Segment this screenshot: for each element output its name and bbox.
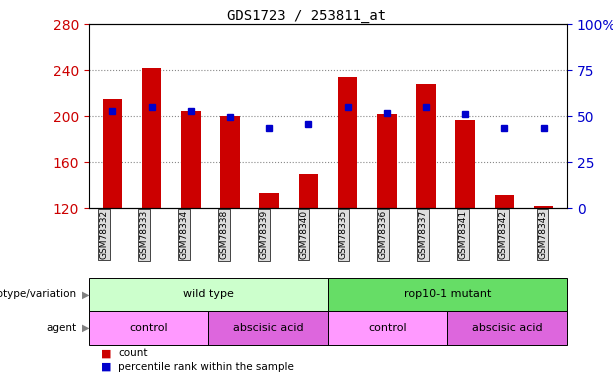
Text: GSM78337: GSM78337 <box>419 210 428 259</box>
Text: count: count <box>118 348 148 358</box>
Text: rop10-1 mutant: rop10-1 mutant <box>404 290 491 299</box>
Text: GSM78335: GSM78335 <box>339 210 348 259</box>
Bar <box>495 195 514 208</box>
Bar <box>89 278 328 311</box>
Text: GSM78336: GSM78336 <box>379 210 388 259</box>
Text: GSM78332: GSM78332 <box>100 210 109 259</box>
Text: percentile rank within the sample: percentile rank within the sample <box>118 362 294 372</box>
Text: GSM78339: GSM78339 <box>259 210 268 259</box>
Text: genotype/variation: genotype/variation <box>0 290 77 299</box>
Text: GSM78341: GSM78341 <box>459 210 468 259</box>
Bar <box>89 311 208 345</box>
Text: ▶: ▶ <box>82 323 89 333</box>
Bar <box>142 68 161 208</box>
Text: ▶: ▶ <box>82 290 89 299</box>
Text: GSM78334: GSM78334 <box>180 210 189 259</box>
Bar <box>447 311 567 345</box>
Text: GSM78342: GSM78342 <box>498 210 508 259</box>
Bar <box>328 278 567 311</box>
Text: ■: ■ <box>101 348 112 358</box>
Text: GSM78343: GSM78343 <box>538 210 547 259</box>
Text: control: control <box>129 323 168 333</box>
Bar <box>338 77 357 208</box>
Bar <box>259 193 279 208</box>
Text: wild type: wild type <box>183 290 234 299</box>
Text: abscisic acid: abscisic acid <box>472 323 543 333</box>
Text: abscisic acid: abscisic acid <box>233 323 303 333</box>
Bar <box>102 99 122 208</box>
Bar <box>181 111 200 208</box>
Bar <box>208 311 328 345</box>
Text: agent: agent <box>47 323 77 333</box>
Bar <box>328 311 447 345</box>
Text: GSM78338: GSM78338 <box>219 210 228 259</box>
Bar <box>220 116 240 208</box>
Bar <box>377 114 397 208</box>
Text: GSM78333: GSM78333 <box>140 210 149 259</box>
Bar <box>455 120 475 208</box>
Text: GSM78340: GSM78340 <box>299 210 308 259</box>
Bar <box>416 84 436 208</box>
Text: control: control <box>368 323 407 333</box>
Bar <box>299 174 318 208</box>
Text: ■: ■ <box>101 362 112 372</box>
Bar <box>534 206 554 208</box>
Text: GDS1723 / 253811_at: GDS1723 / 253811_at <box>227 9 386 23</box>
